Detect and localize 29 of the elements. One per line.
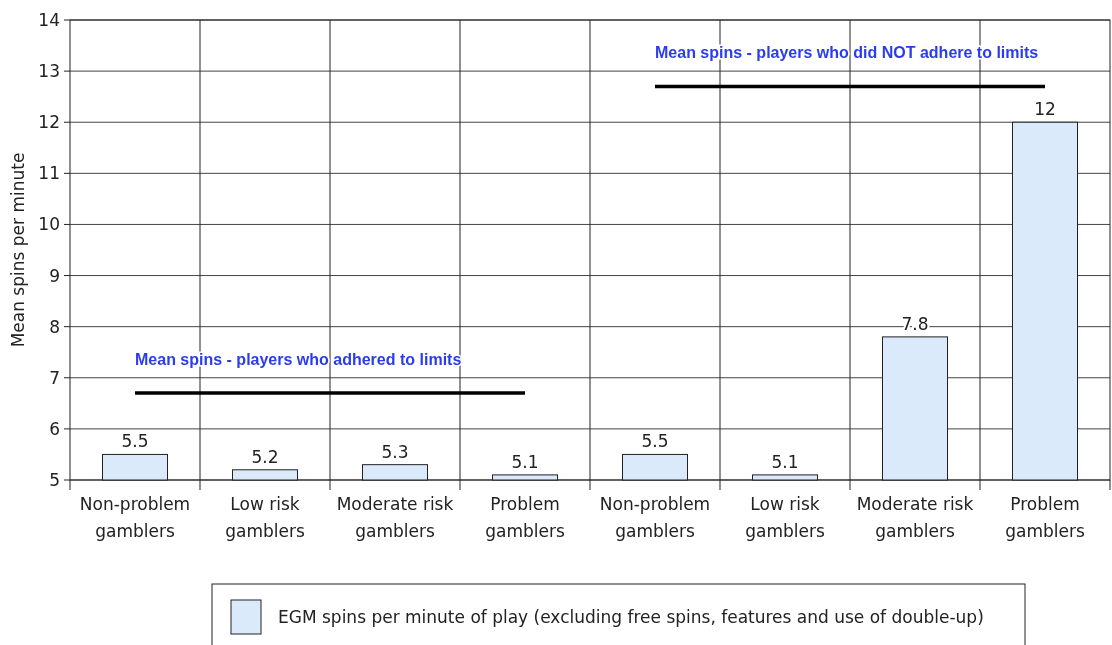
y-tick-label: 12 [38,112,60,133]
x-tick-label: Low risk gamblers [745,494,825,542]
x-tick-label: Problem gamblers [485,494,565,542]
data-label: 5.2 [251,446,279,467]
y-axis-title: Mean spins per minute [8,152,28,348]
y-tick-label: 7 [49,367,60,388]
x-tick-label: Non-problem gamblers [599,494,711,542]
data-label: 5.1 [771,451,799,472]
y-tick-label: 14 [38,9,60,30]
y-tick-label: 8 [49,316,60,337]
series-label: Mean spins - players who adhered to limits [135,351,462,369]
y-tick-label: 10 [38,214,60,235]
y-tick-label: 6 [49,418,60,439]
data-label: 12 [1034,99,1056,120]
y-tick-label: 11 [38,163,60,184]
y-tick-label: 5 [49,469,60,490]
x-tick-label: Moderate risk gamblers [336,494,454,542]
y-tick-label: 9 [49,265,60,286]
y-tick-label: 13 [38,61,60,82]
data-label: 5.5 [121,431,149,452]
series-label: Mean spins - players who did NOT adhere to limits [655,44,1039,62]
x-tick-label: Low risk gamblers [225,494,305,542]
data-label: 5.3 [381,441,409,462]
data-label: 5.1 [511,451,539,472]
x-tick-label: Moderate risk gamblers [856,494,974,542]
data-label: 5.5 [641,431,669,452]
x-tick-label: Non-problem gamblers [79,494,191,542]
legend-label: EGM spins per minute of play (excluding free spins, features and use of double-up) [278,606,984,627]
x-tick-label: Problem gamblers [1005,494,1085,542]
